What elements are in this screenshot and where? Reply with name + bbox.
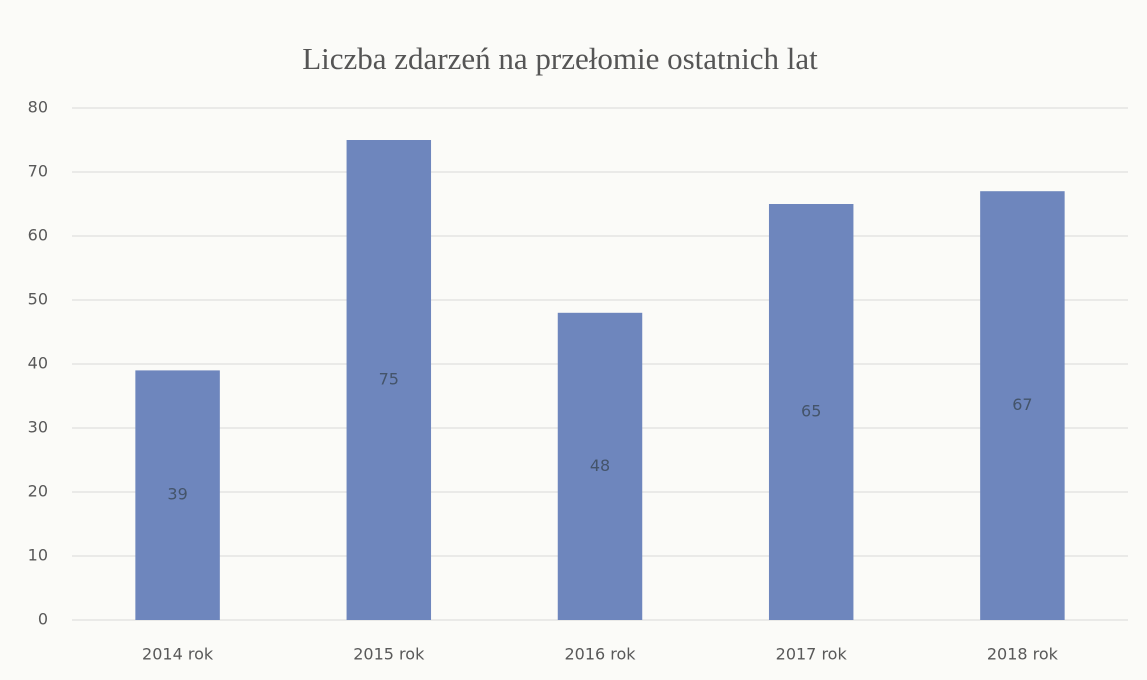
y-tick-label: 50 [28, 290, 48, 309]
y-tick-label: 30 [28, 418, 48, 437]
x-tick-label: 2014 rok [142, 645, 214, 664]
y-tick-label: 0 [38, 610, 48, 629]
y-tick-label: 70 [28, 162, 48, 181]
bar [346, 140, 432, 620]
x-tick-label: 2018 rok [987, 645, 1059, 664]
y-tick-label: 80 [28, 98, 48, 117]
chart-title: Liczba zdarzeń na przełomie ostatnich la… [302, 41, 818, 76]
y-tick-label: 40 [28, 354, 48, 373]
bar [557, 312, 643, 620]
data-label: 75 [379, 370, 399, 389]
x-tick-label: 2015 rok [353, 645, 425, 664]
data-label: 65 [801, 402, 821, 421]
data-label: 39 [167, 485, 187, 504]
bar [980, 191, 1065, 620]
x-tick-label: 2017 rok [776, 645, 848, 664]
y-tick-label: 60 [28, 226, 48, 245]
bar [135, 370, 220, 620]
bar [768, 204, 854, 620]
y-tick-label: 10 [28, 546, 48, 565]
x-tick-label: 2016 rok [564, 645, 636, 664]
data-label: 67 [1012, 395, 1032, 414]
data-label: 48 [590, 456, 610, 475]
y-tick-label: 20 [28, 482, 48, 501]
